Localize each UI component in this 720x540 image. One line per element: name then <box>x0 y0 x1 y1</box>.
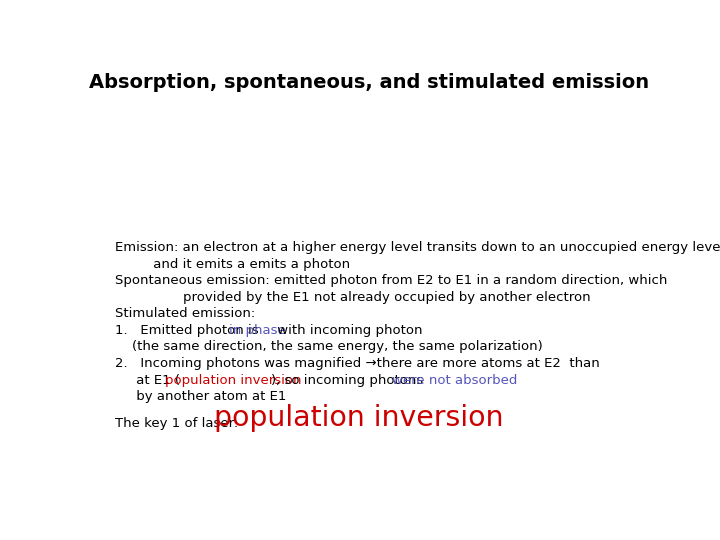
Text: The key 1 of laser:: The key 1 of laser: <box>114 417 243 430</box>
Text: and it emits a emits a photon: and it emits a emits a photon <box>114 258 350 271</box>
Text: with incoming photon: with incoming photon <box>274 324 423 337</box>
Text: population inversion: population inversion <box>214 404 503 432</box>
Text: population inversion: population inversion <box>165 374 302 387</box>
Text: Emission: an electron at a higher energy level transits down to an unoccupied en: Emission: an electron at a higher energy… <box>114 241 720 254</box>
Text: (the same direction, the same energy, the same polarization): (the same direction, the same energy, th… <box>114 340 543 354</box>
Text: provided by the E1 not already occupied by another electron: provided by the E1 not already occupied … <box>114 291 590 304</box>
Text: 1.   Emitted photon is: 1. Emitted photon is <box>114 324 263 337</box>
Text: were not absorbed: were not absorbed <box>392 374 518 387</box>
Text: Spontaneous emission: emitted photon from E2 to E1 in a random direction, which: Spontaneous emission: emitted photon fro… <box>114 274 667 287</box>
Text: Stimulated emission:: Stimulated emission: <box>114 307 255 320</box>
Text: ), so incoming photons: ), so incoming photons <box>271 374 428 387</box>
Text: at E1 (: at E1 ( <box>114 374 180 387</box>
Text: by another atom at E1: by another atom at E1 <box>114 390 286 403</box>
Text: in phase: in phase <box>230 324 286 337</box>
Text: Absorption, spontaneous, and stimulated emission: Absorption, spontaneous, and stimulated … <box>89 73 649 92</box>
Text: 2.   Incoming photons was magnified →there are more atoms at E2  than: 2. Incoming photons was magnified →there… <box>114 357 600 370</box>
